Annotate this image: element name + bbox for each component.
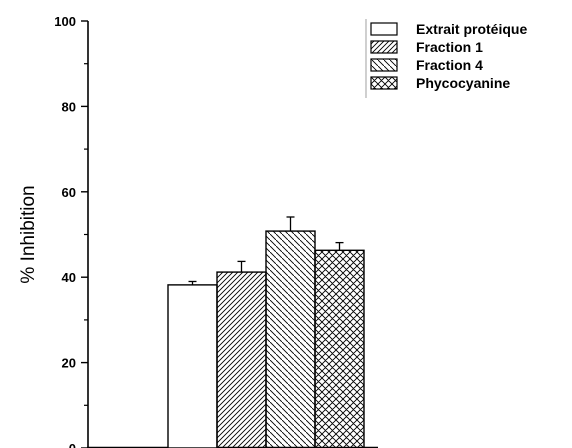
y-tick-label: 40 bbox=[62, 270, 76, 285]
legend-swatch bbox=[370, 76, 398, 90]
legend-swatch bbox=[370, 22, 398, 36]
legend-label: Fraction 4 bbox=[416, 57, 483, 73]
bar bbox=[314, 249, 365, 448]
y-tick-label: 20 bbox=[62, 356, 76, 371]
legend-swatch bbox=[370, 58, 398, 72]
legend-swatch bbox=[370, 40, 398, 54]
bar bbox=[265, 230, 316, 448]
legend-label: Phycocyanine bbox=[416, 75, 510, 91]
y-tick-label: 80 bbox=[62, 99, 76, 114]
bars-group bbox=[167, 216, 365, 448]
y-tick-label: 100 bbox=[54, 14, 76, 29]
legend: Extrait protéique Fraction 1 Fraction 4 Phy… bbox=[365, 19, 527, 98]
y-axis-label: % Inhibition bbox=[18, 185, 39, 283]
bar bbox=[216, 271, 267, 448]
y-tick-label: 60 bbox=[62, 185, 76, 200]
legend-label: Extrait protéique bbox=[416, 21, 527, 37]
bar bbox=[167, 284, 218, 448]
legend-label: Fraction 1 bbox=[416, 39, 483, 55]
y-tick-label: 0 bbox=[69, 441, 76, 448]
